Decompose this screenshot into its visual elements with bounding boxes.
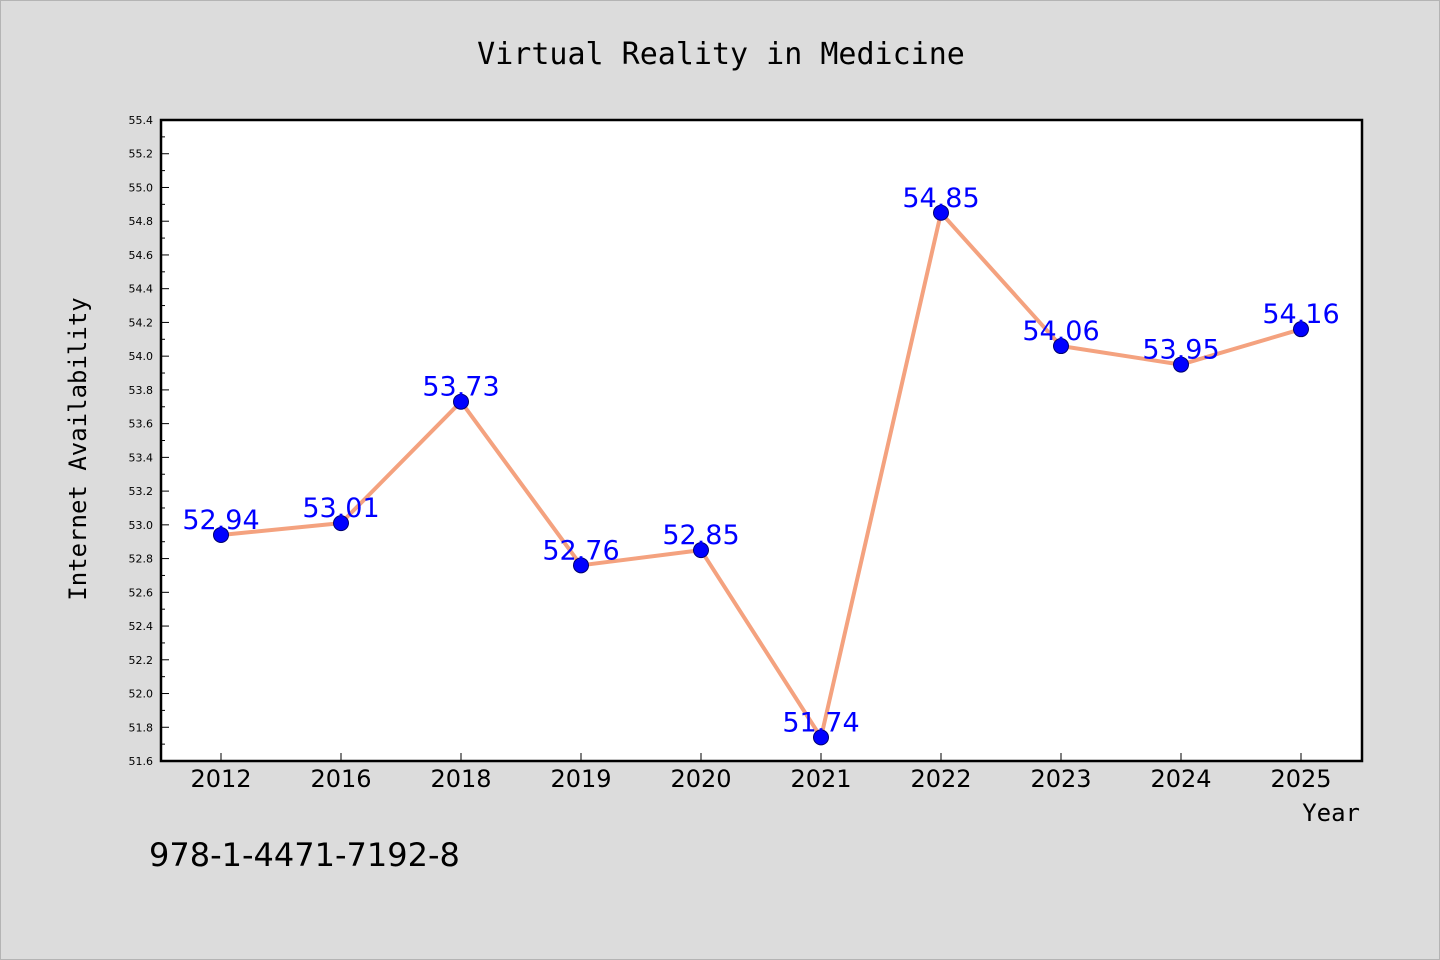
data-point: [693, 542, 709, 559]
x-tick-label: 2021: [790, 765, 851, 793]
data-point: [1053, 338, 1069, 355]
y-tick-label: 52.6: [129, 586, 154, 599]
data-point: [1173, 356, 1189, 373]
data-label: 54.06: [1022, 316, 1099, 347]
data-label: 54.16: [1262, 299, 1339, 330]
y-tick-label: 53.8: [129, 384, 154, 397]
y-tick-label: 54.8: [129, 215, 154, 228]
chart-title: Virtual Reality in Medicine: [477, 37, 965, 72]
data-label: 54.85: [902, 183, 979, 214]
y-tick-label: 53.0: [129, 519, 154, 532]
data-label: 53.73: [422, 372, 499, 403]
data-point: [453, 393, 469, 410]
x-tick-label: 2020: [670, 765, 731, 793]
data-point: [813, 729, 829, 746]
x-tick-label: 2019: [550, 765, 611, 793]
x-tick-label: 2022: [910, 765, 971, 793]
data-point: [333, 515, 349, 532]
data-point: [573, 557, 589, 574]
y-tick-label: 53.6: [129, 418, 154, 431]
y-tick-label: 51.6: [129, 755, 154, 768]
y-tick-label: 55.2: [129, 148, 154, 161]
data-point: [1293, 321, 1309, 338]
data-label: 52.76: [542, 535, 619, 566]
y-axis-label: Internet Availability: [64, 297, 92, 600]
x-tick-label: 2012: [190, 765, 251, 793]
x-tick-label: 2016: [310, 765, 371, 793]
data-label: 51.74: [782, 707, 859, 738]
x-axis: 2012 2016 2018 2019 2020 2021 2022 2023 2024 2025: [190, 753, 1332, 793]
y-tick-label: 52.2: [129, 654, 154, 667]
data-point: [933, 204, 949, 221]
y-tick-label: 52.0: [129, 688, 154, 701]
data-label: 53.01: [302, 493, 379, 524]
y-tick-label: 55.0: [129, 181, 154, 194]
y-axis: 51.6 51.8 52.0 52.2 52.4 52.6 52.8 53.0 53.2 53.4…: [129, 114, 169, 768]
y-tick-label: 54.2: [129, 316, 154, 329]
data-label: 52.85: [662, 520, 739, 551]
data-point: [213, 526, 229, 543]
data-label: 53.95: [1142, 335, 1219, 366]
y-tick-label: 54.6: [129, 249, 154, 262]
y-tick-label: 53.4: [129, 451, 154, 464]
y-tick-label: 54.4: [129, 283, 154, 296]
data-labels: 52.94 53.01 53.73 52.76 52.85 51.74 54.85 54.06…: [182, 183, 1339, 739]
x-tick-label: 2024: [1150, 765, 1211, 793]
x-tick-label: 2025: [1270, 765, 1331, 793]
y-tick-label: 54.0: [129, 350, 154, 363]
x-tick-label: 2023: [1030, 765, 1091, 793]
series-markers: [213, 204, 1309, 746]
x-axis-label: Year: [1302, 799, 1360, 827]
y-tick-label: 52.4: [129, 620, 154, 633]
y-tick-label: 51.8: [129, 721, 154, 734]
y-tick-label: 55.4: [129, 114, 154, 127]
series-line: [220, 210, 1302, 740]
y-tick-label: 52.8: [129, 553, 154, 566]
x-tick-label: 2018: [430, 765, 491, 793]
plot-area: [159, 118, 1364, 763]
isbn-text: 978-1-4471-7192-8: [149, 836, 460, 874]
data-label: 52.94: [182, 505, 259, 536]
y-tick-label: 53.2: [129, 485, 154, 498]
